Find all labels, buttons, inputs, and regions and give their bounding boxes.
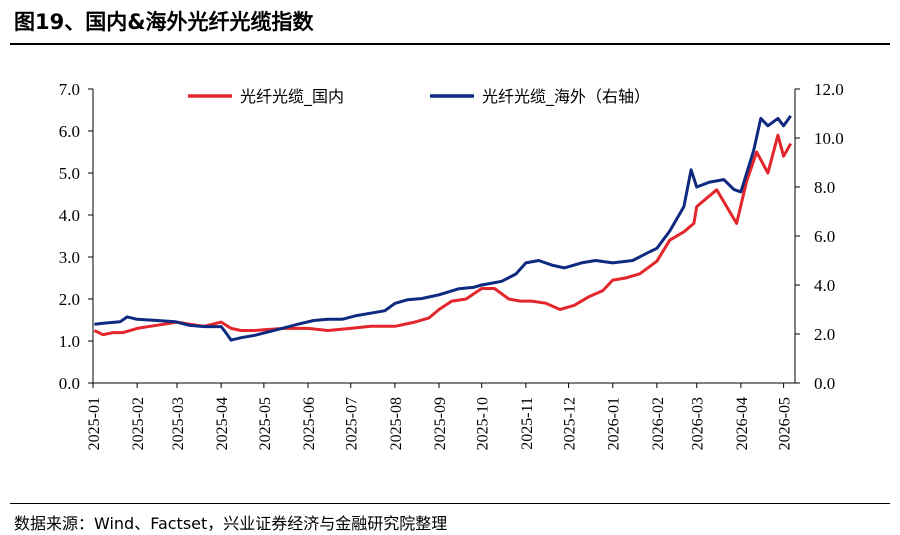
legend-label-domestic: 光纤光缆_国内 — [240, 87, 344, 107]
x-tick-label: 2026-02 — [650, 397, 667, 450]
x-tick-label: 2025-11 — [519, 397, 536, 450]
x-tick-label: 2025-06 — [301, 397, 318, 450]
x-tick-label: 2025-12 — [562, 397, 579, 450]
series-line-overseas — [94, 115, 792, 342]
y-left-tick-label: 2.0 — [59, 290, 80, 309]
x-tick-label: 2026-01 — [606, 397, 623, 450]
y-left-tick-label: 0.0 — [59, 374, 80, 393]
x-tick-label: 2026-05 — [777, 397, 794, 450]
y-right-tick-label: 8.0 — [814, 178, 835, 197]
y-right-tick-label: 0.0 — [814, 374, 835, 393]
data-source-note: 数据来源：Wind、Factset，兴业证券经济与金融研究院整理 — [14, 514, 448, 533]
series-line-domestic — [93, 133, 793, 337]
figure-title: 图19、国内&海外光纤光缆指数 — [14, 10, 314, 34]
x-tick-label: 2025-01 — [86, 397, 103, 450]
y-right-tick-label: 2.0 — [814, 325, 835, 344]
x-tick-label: 2025-09 — [432, 397, 449, 450]
y-left-tick-label: 1.0 — [59, 332, 80, 351]
x-tick-label: 2025-04 — [214, 397, 231, 450]
y-right-tick-label: 10.0 — [814, 129, 844, 148]
footer-rule — [10, 503, 890, 504]
x-tick-label: 2026-03 — [690, 397, 707, 450]
x-tick-label: 2025-05 — [257, 397, 274, 450]
y-left-tick-label: 5.0 — [59, 164, 80, 183]
x-tick-label: 2025-10 — [475, 397, 492, 450]
legend-label-overseas: 光纤光缆_海外（右轴） — [482, 87, 650, 107]
y-left-tick-label: 3.0 — [59, 248, 80, 267]
y-left-tick-label: 7.0 — [59, 80, 80, 99]
x-tick-label: 2025-08 — [388, 397, 405, 450]
y-left-tick-label: 4.0 — [59, 206, 80, 225]
title-rule — [10, 43, 890, 45]
x-tick-label: 2026-04 — [734, 397, 751, 450]
x-tick-label: 2025-02 — [130, 397, 147, 450]
y-right-tick-label: 6.0 — [814, 227, 835, 246]
x-tick-label: 2025-07 — [344, 397, 361, 450]
y-right-tick-label: 4.0 — [814, 276, 835, 295]
x-tick-label: 2025-03 — [170, 397, 187, 450]
y-right-tick-label: 12.0 — [814, 80, 844, 99]
y-left-tick-label: 6.0 — [59, 122, 80, 141]
